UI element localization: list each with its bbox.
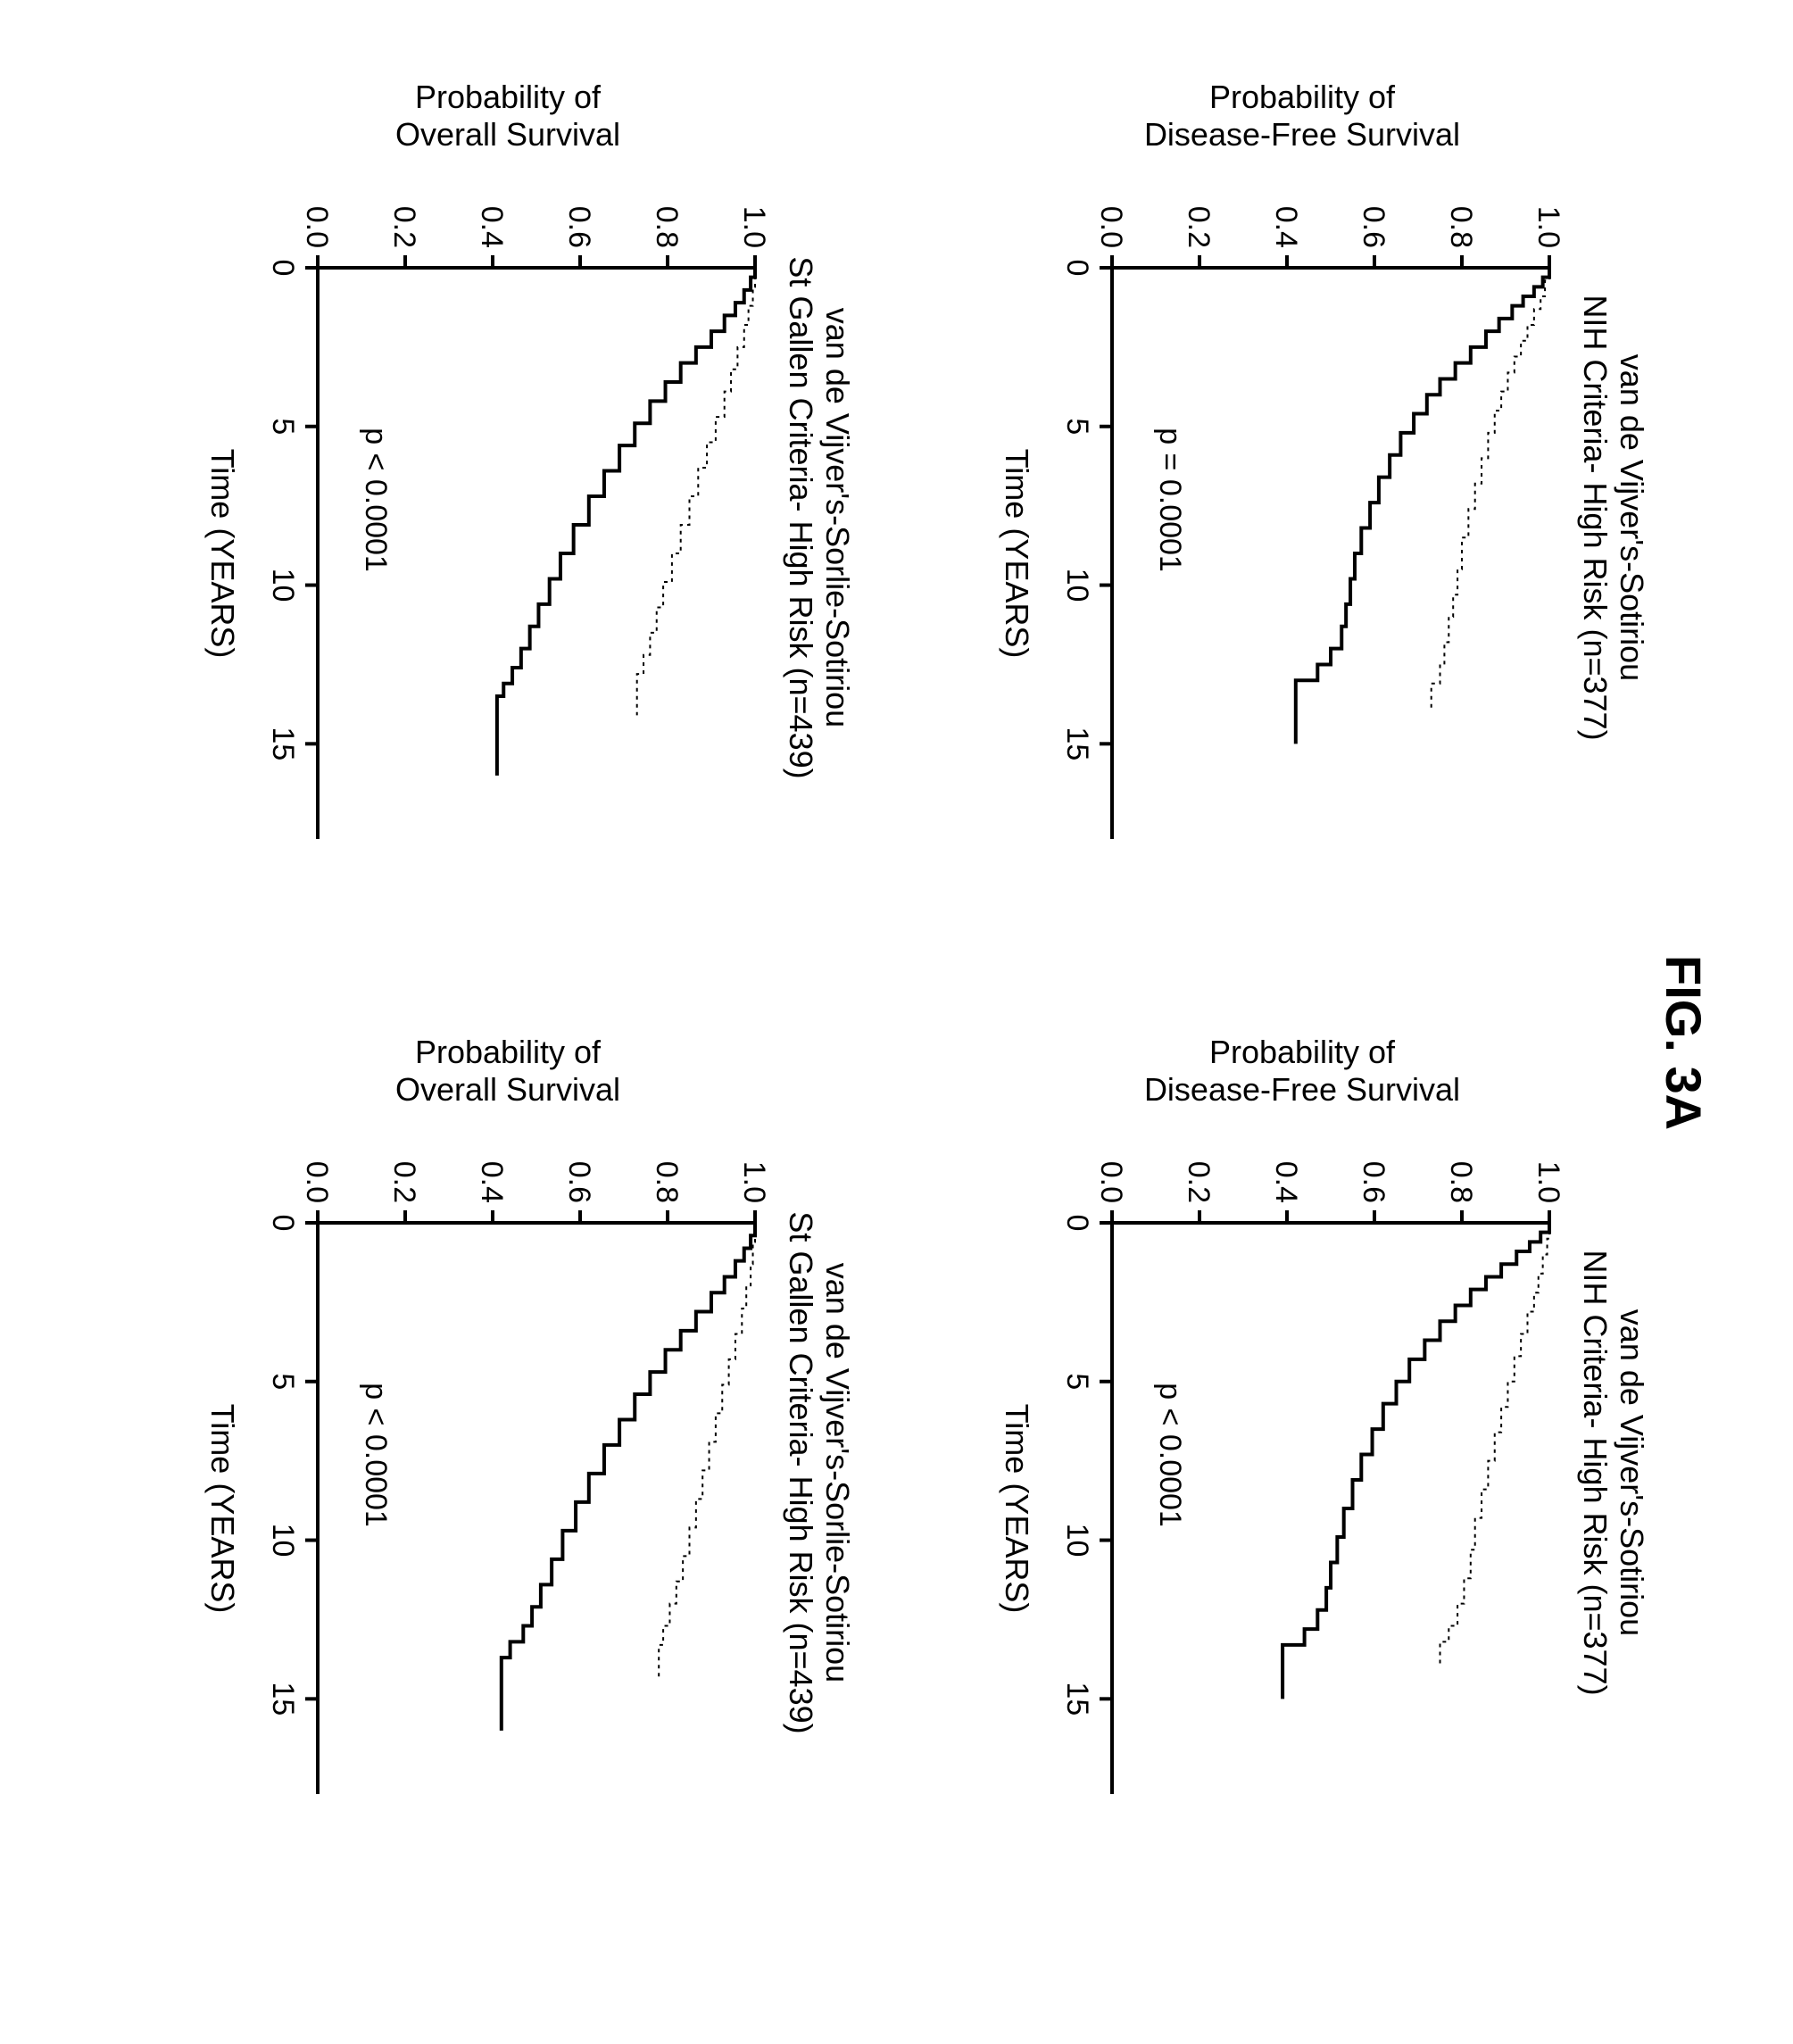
y-axis-label: Probability ofOverall Survival xyxy=(329,79,686,154)
figure-label: FIG. 3A xyxy=(1655,955,1713,1130)
y-tick-label: 0.4 xyxy=(475,206,509,248)
y-tick-label: 0.6 xyxy=(1357,206,1390,248)
y-tick-label: 0.0 xyxy=(1094,206,1128,248)
x-tick-label: 5 xyxy=(1060,1373,1094,1390)
panel-title-line1: van de Vijver's-Sorlie-Sotiriou xyxy=(819,1263,856,1683)
y-tick-label: 0.4 xyxy=(1269,206,1303,248)
y-axis-label: Probability ofDisease-Free Survival xyxy=(1124,79,1481,154)
y-tick-label: 0.2 xyxy=(387,1161,421,1203)
p-value: p < 0.0001 xyxy=(358,1383,393,1527)
survival-panel: van de Vijver's-Sorlie-SotiriouSt Gallen… xyxy=(203,116,856,919)
y-tick-label: 0.2 xyxy=(387,206,421,248)
y-tick-label: 0.2 xyxy=(1182,1161,1216,1203)
panel-title-line2: St Gallen Criteria- High Risk (n=439) xyxy=(783,1211,819,1733)
y-tick-label: 1.0 xyxy=(737,1161,771,1203)
survival-panel: van de Vijver's-SotiriouNIH Criteria- Hi… xyxy=(998,1071,1650,1874)
y-tick-label: 0.6 xyxy=(562,206,596,248)
y-tick-label: 0.8 xyxy=(650,206,684,248)
chart-wrap: Probability ofOverall Survival0.00.20.40… xyxy=(246,1071,773,1874)
chart-wrap: Probability ofDisease-Free Survival0.00.… xyxy=(1041,116,1567,919)
y-tick-label: 0.6 xyxy=(1357,1161,1390,1203)
y-tick-label: 0.4 xyxy=(1269,1161,1303,1203)
x-axis-label: Time (YEARS) xyxy=(998,1223,1035,1794)
survival-panel: van de Vijver's-SotiriouNIH Criteria- Hi… xyxy=(998,116,1650,919)
survival-panel: van de Vijver's-Sorlie-SotiriouSt Gallen… xyxy=(203,1071,856,1874)
y-tick-label: 0.8 xyxy=(1444,206,1478,248)
chart-wrap: Probability ofDisease-Free Survival0.00.… xyxy=(1041,1071,1567,1874)
x-tick-label: 10 xyxy=(266,569,300,602)
x-tick-label: 15 xyxy=(1060,1682,1094,1716)
x-tick-label: 15 xyxy=(266,727,300,760)
x-tick-label: 15 xyxy=(266,1682,300,1716)
panel-title-line1: van de Vijver's-Sotiriou xyxy=(1614,1309,1650,1636)
y-tick-label: 0.0 xyxy=(1094,1161,1128,1203)
y-tick-label: 0.6 xyxy=(562,1161,596,1203)
x-tick-label: 0 xyxy=(266,260,300,277)
survival-chart: 0.0 0.2 0.4 0.6 0.8 1.0 0 5 10 15 xyxy=(255,116,773,919)
y-tick-label: 0.0 xyxy=(300,1161,334,1203)
x-tick-label: 5 xyxy=(1060,418,1094,435)
y-axis-label: Probability ofDisease-Free Survival xyxy=(1124,1034,1481,1109)
y-tick-label: 0.8 xyxy=(1444,1161,1478,1203)
panel-title: van de Vijver's-Sorlie-SotiriouSt Gallen… xyxy=(782,1071,856,1874)
x-tick-label: 5 xyxy=(266,418,300,435)
panel-title-line1: van de Vijver's-Sorlie-Sotiriou xyxy=(819,308,856,727)
panel-title-line2: St Gallen Criteria- High Risk (n=439) xyxy=(783,256,819,778)
p-value: p = 0.0001 xyxy=(1152,428,1187,572)
chart-wrap: Probability ofOverall Survival0.00.20.40… xyxy=(246,116,773,919)
y-tick-label: 0.8 xyxy=(650,1161,684,1203)
survival-chart: 0.0 0.2 0.4 0.6 0.8 1.0 0 5 10 15 xyxy=(255,1071,773,1874)
x-axis-label: Time (YEARS) xyxy=(203,1223,241,1794)
panel-title: van de Vijver's-Sorlie-SotiriouSt Gallen… xyxy=(782,116,856,919)
survival-chart: 0.0 0.2 0.4 0.6 0.8 1.0 0 5 10 15 xyxy=(1050,116,1567,919)
y-tick-label: 0.2 xyxy=(1182,206,1216,248)
y-tick-label: 1.0 xyxy=(1532,1161,1565,1203)
x-axis-label: Time (YEARS) xyxy=(203,268,241,839)
x-tick-label: 0 xyxy=(1060,1215,1094,1232)
panel-title-line1: van de Vijver's-Sotiriou xyxy=(1614,354,1650,681)
x-axis-label: Time (YEARS) xyxy=(998,268,1035,839)
y-tick-label: 0.0 xyxy=(300,206,334,248)
x-tick-label: 10 xyxy=(266,1524,300,1558)
y-tick-label: 1.0 xyxy=(737,206,771,248)
y-axis-label: Probability ofOverall Survival xyxy=(329,1034,686,1109)
panel-title-line2: NIH Criteria- High Risk (n=377) xyxy=(1577,1250,1614,1695)
p-value: p < 0.0001 xyxy=(1152,1383,1187,1527)
x-tick-label: 15 xyxy=(1060,727,1094,760)
x-tick-label: 10 xyxy=(1060,569,1094,602)
page-rotated: FIG. 3A van de Vijver's-SotiriouNIH Crit… xyxy=(0,0,1793,2044)
p-value: p < 0.0001 xyxy=(358,428,393,572)
x-tick-label: 10 xyxy=(1060,1524,1094,1558)
panel-title-line2: NIH Criteria- High Risk (n=377) xyxy=(1577,295,1614,740)
y-tick-label: 1.0 xyxy=(1532,206,1565,248)
y-tick-label: 0.4 xyxy=(475,1161,509,1203)
panel-title: van de Vijver's-SotiriouNIH Criteria- Hi… xyxy=(1576,116,1650,919)
x-tick-label: 0 xyxy=(1060,260,1094,277)
survival-chart: 0.0 0.2 0.4 0.6 0.8 1.0 0 5 10 15 xyxy=(1050,1071,1567,1874)
x-tick-label: 5 xyxy=(266,1373,300,1390)
panel-title: van de Vijver's-SotiriouNIH Criteria- Hi… xyxy=(1576,1071,1650,1874)
x-tick-label: 0 xyxy=(266,1215,300,1232)
